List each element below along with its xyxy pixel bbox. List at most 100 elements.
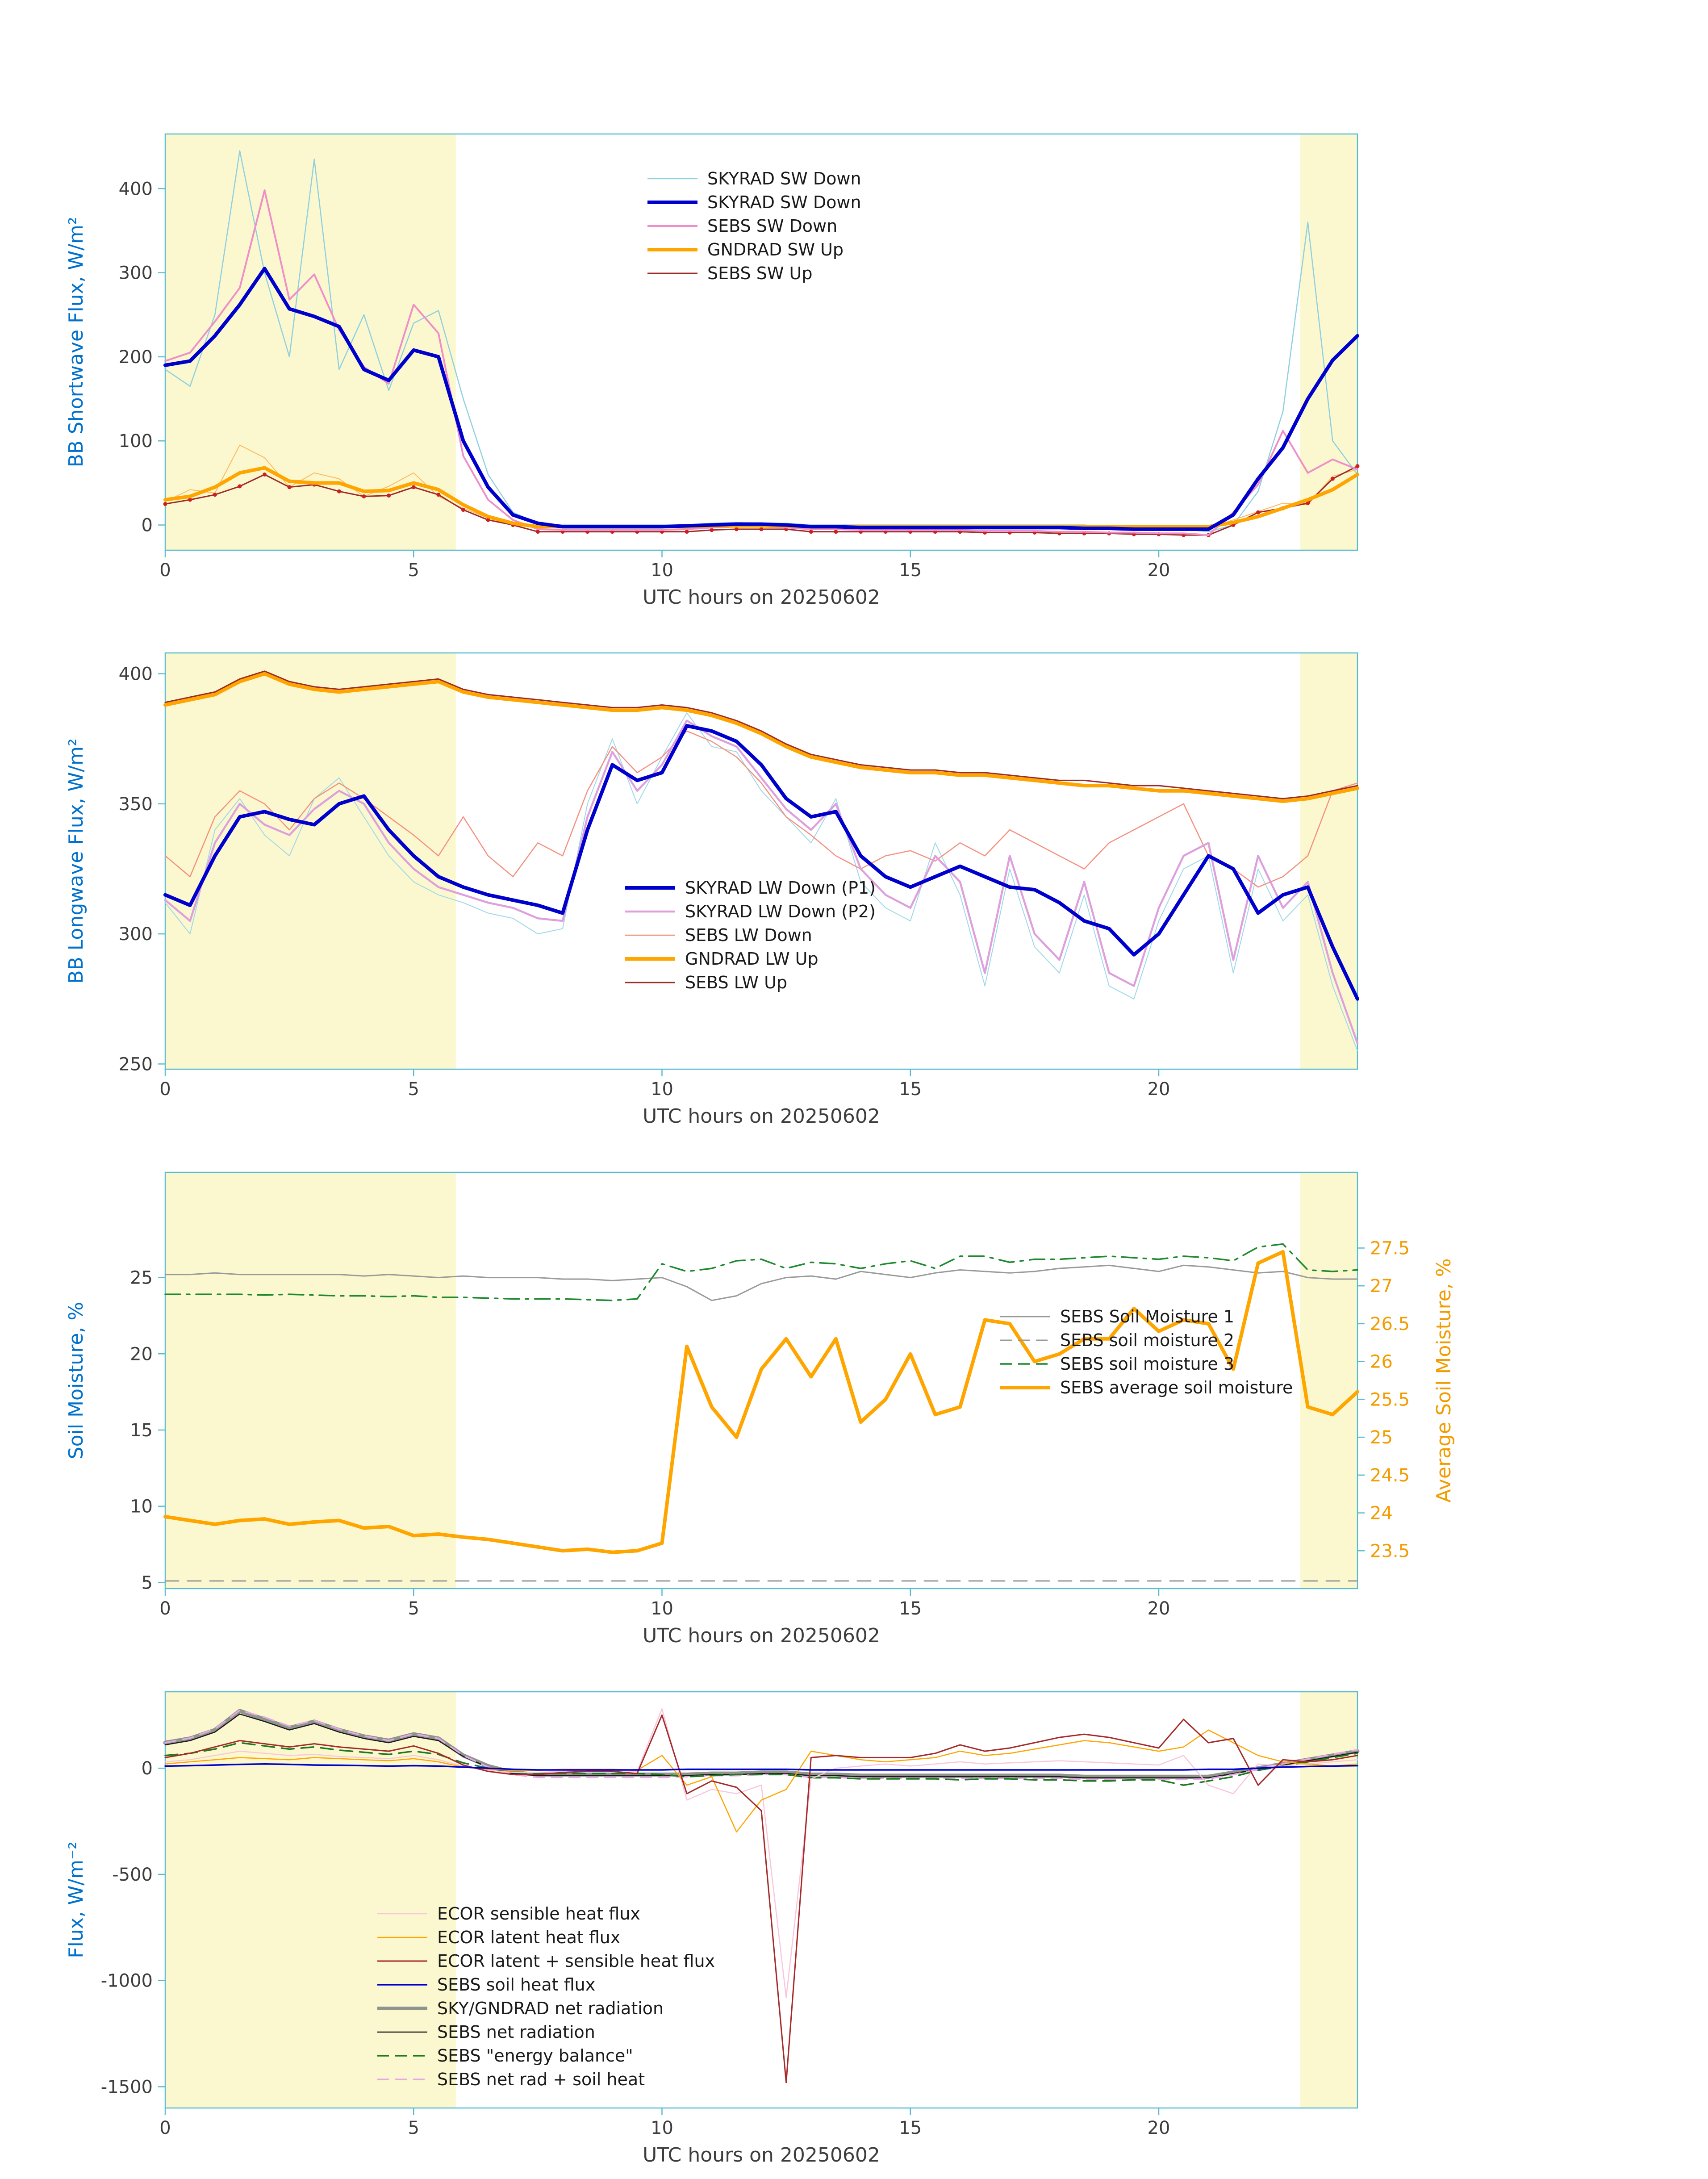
series-marker	[188, 498, 192, 502]
series-marker	[337, 489, 341, 494]
x-tick-label: 5	[408, 1598, 419, 1619]
y-tick-label: -1500	[101, 2077, 153, 2097]
legend-label-sebs-sw-down: SEBS SW Down	[707, 216, 837, 236]
y-tick-label: 25	[130, 1268, 153, 1288]
series-marker	[1355, 464, 1360, 468]
legend-label-sebs-energy-balance: SEBS "energy balance"	[437, 2046, 633, 2066]
series-marker	[535, 530, 540, 534]
y-tick-label: 200	[119, 347, 153, 368]
chart-flux: 0 5 10 15 20 -1500 -1000 -500 0 UTC hours on 2025…	[65, 1691, 1360, 2166]
y-tick-label: 0	[142, 515, 153, 536]
chart-longwave: 0 5 10 15 20 250 300 350 400 UTC hours on 2025060…	[65, 652, 1359, 1128]
x-axis-label: UTC hours on 20250602	[643, 1624, 880, 1647]
right-y-tick-label: 24.5	[1370, 1465, 1410, 1486]
series-sky-gndrad-net-radiation	[163, 1709, 1360, 1779]
series-sebs-lw-up	[164, 670, 1358, 799]
right-y-tick-label: 24	[1370, 1503, 1393, 1524]
right-y-tick-label: 25.5	[1370, 1389, 1410, 1410]
series-marker	[362, 494, 366, 498]
series-ecor-sensible-heat-flux	[164, 1708, 1358, 1998]
x-tick-label: 15	[899, 560, 922, 581]
x-tick-label: 10	[651, 2118, 673, 2138]
series-marker	[486, 518, 490, 522]
y-tick-label: 100	[119, 431, 153, 452]
series-sebs-net-radiation	[164, 1713, 1358, 1778]
x-tick-label: 20	[1148, 1079, 1170, 1100]
series-marker	[263, 473, 267, 477]
legend-label-sebs-soil-moisture-3: SEBS soil moisture 3	[1060, 1354, 1234, 1374]
x-tick-label: 20	[1148, 1598, 1170, 1619]
x-tick-label: 5	[408, 1079, 419, 1100]
series-marker	[461, 508, 465, 512]
night-band	[165, 134, 456, 550]
series-marker	[1256, 510, 1260, 514]
series-marker	[834, 530, 838, 534]
legend-label-ecor-latent-sensible-heat-flux: ECOR latent + sensible heat flux	[437, 1951, 715, 1971]
x-tick-label: 15	[899, 1079, 922, 1100]
y-axis-label: BB Longwave Flux, W/m²	[65, 738, 88, 983]
series-marker	[411, 485, 416, 489]
series-marker	[710, 528, 714, 532]
legend-label-sebs-lw-up: SEBS LW Up	[685, 973, 787, 992]
x-tick-label: 15	[899, 1598, 922, 1619]
series-marker	[287, 485, 292, 489]
series-marker	[1330, 477, 1335, 481]
series-skyrad-lw-down-p1	[163, 724, 1359, 1001]
y-tick-label: 0	[142, 1758, 153, 1779]
x-axis-label: UTC hours on 20250602	[643, 2144, 880, 2166]
night-band	[1300, 653, 1357, 1069]
x-tick-label: 0	[159, 1079, 171, 1100]
x-tick-label: 10	[651, 560, 673, 581]
plot-box	[164, 1171, 1358, 1589]
chart-soil-moisture: 0 5 10 15 2051015202523.52424.52525.52626.52…	[65, 1171, 1455, 1647]
y-tick-label: 400	[119, 664, 153, 685]
legend-label-skyrad-lw-down-p2: SKYRAD LW Down (P2)	[685, 902, 876, 921]
night-band	[1300, 1172, 1357, 1589]
plot-box	[164, 1691, 1358, 2109]
right-y-tick-label: 23.5	[1370, 1541, 1410, 1561]
y-tick-label: 20	[130, 1344, 153, 1364]
series-sebs-soil-heat-flux	[164, 1763, 1358, 1771]
series-ecor-latent-heat-flux	[164, 1729, 1358, 1833]
legend-label-sebs-average-soil-moisture: SEBS average soil moisture	[1060, 1378, 1293, 1397]
series-ecor-latent-sensible-heat-flux	[164, 1714, 1358, 2083]
legend-label-sebs-net-rad-soil-heat: SEBS net rad + soil heat	[437, 2070, 645, 2089]
y-tick-label: 5	[142, 1573, 153, 1593]
x-tick-label: 0	[159, 2118, 171, 2138]
legend-label-sebs-lw-down: SEBS LW Down	[685, 925, 812, 945]
y-tick-label: 300	[119, 263, 153, 284]
y-tick-label: 300	[119, 924, 153, 945]
right-y-tick-label: 26	[1370, 1352, 1393, 1372]
legend-label-sebs-sw-up: SEBS SW Up	[707, 263, 812, 283]
y-tick-label: 250	[119, 1054, 153, 1075]
x-tick-label: 20	[1148, 2118, 1170, 2138]
y-tick-label: 10	[130, 1497, 153, 1517]
right-y-tick-label: 27.5	[1370, 1238, 1410, 1259]
right-y-tick-label: 25	[1370, 1427, 1393, 1448]
series-skyrad-lw-down-raw	[165, 712, 1358, 1052]
series-sebs-energy-balance	[164, 1742, 1358, 1786]
right-y-axis-label: Average Soil Moisture, %	[1432, 1258, 1455, 1502]
legend-label-gndrad-sw-up: GNDRAD SW Up	[707, 240, 844, 259]
series-marker	[809, 530, 813, 534]
y-axis-label: Soil Moisture, %	[65, 1302, 88, 1459]
legend-label-skyrad-lw-down-p1: SKYRAD LW Down (P1)	[685, 878, 876, 898]
legend-label-sebs-soil-moisture-1: SEBS Soil Moisture 1	[1060, 1307, 1234, 1326]
legend-label-skyrad-sw-down: SKYRAD SW Down	[707, 192, 861, 212]
night-band	[165, 1692, 456, 2108]
x-tick-label: 10	[651, 1079, 673, 1100]
series-marker	[436, 493, 441, 497]
y-tick-label: -1000	[101, 1971, 153, 1991]
x-tick-label: 10	[651, 1598, 673, 1619]
series-sebs-net-rad-soil-heat	[164, 1709, 1358, 1781]
x-tick-label: 5	[408, 2118, 419, 2138]
y-tick-label: 350	[119, 794, 153, 815]
y-axis-label: Flux, W/m⁻²	[65, 1841, 88, 1958]
legend-label-sebs-net-radiation: SEBS net radiation	[437, 2022, 595, 2042]
x-axis-label: UTC hours on 20250602	[643, 586, 880, 609]
x-tick-label: 15	[899, 2118, 922, 2138]
series-gndrad-lw-up	[163, 672, 1359, 803]
series-marker	[238, 484, 242, 489]
